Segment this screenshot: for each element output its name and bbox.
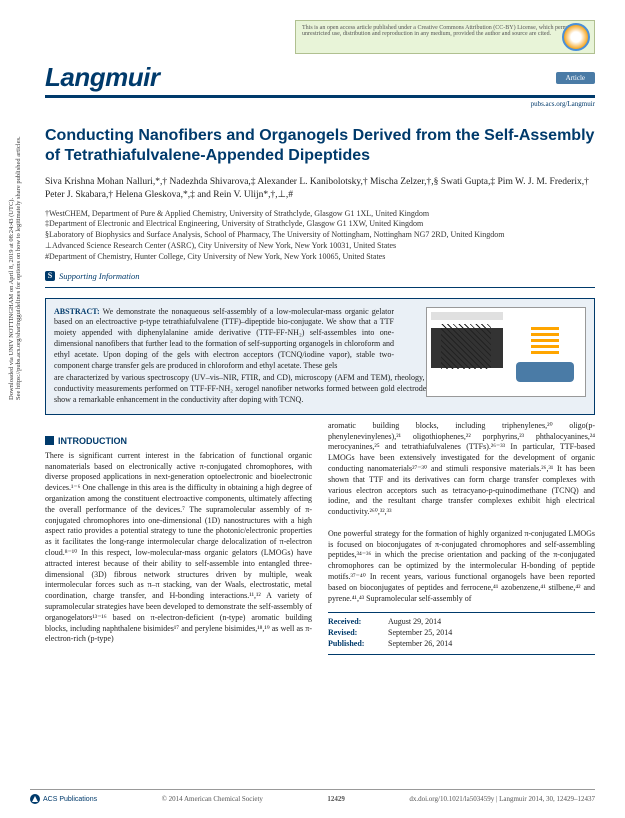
affiliation-item: #Department of Chemistry, Hunter College… [45,252,595,263]
section-marker-icon [45,436,54,445]
abstract-text: We demonstrate the nonaqueous self-assem… [54,307,394,370]
publisher-logo: ACS Publications [30,794,97,804]
affiliation-item: ⊥Advanced Science Research Center (ASRC)… [45,241,595,252]
body-columns: INTRODUCTION There is significant curren… [45,421,595,655]
doi-citation: dx.doi.org/10.1021/la503459y | Langmuir … [409,795,595,803]
right-column: aromatic building blocks, including trip… [328,421,595,655]
section-heading-introduction: INTRODUCTION [45,435,312,447]
intro-paragraph-1: There is significant current interest in… [45,451,312,645]
article-title: Conducting Nanofibers and Organogels Der… [45,126,595,166]
divider [45,287,595,288]
graphical-abstract [426,307,586,397]
affiliation-item: ‡Department of Electronic and Electrical… [45,219,595,230]
left-column: INTRODUCTION There is significant curren… [45,421,312,655]
intro-paragraph-2: aromatic building blocks, including trip… [328,421,595,605]
article-type-badge: Article [556,72,595,84]
affiliation-item: †WestCHEM, Department of Pure & Applied … [45,209,595,220]
open-access-badge-icon [562,23,590,51]
page-footer: ACS Publications © 2014 American Chemica… [30,789,595,804]
author-list: Siva Krishna Mohan Nalluri,*,† Nadezhda … [45,176,595,203]
journal-url[interactable]: pubs.acs.org/Langmuir [45,100,595,108]
affiliation-item: §Laboratory of Biophysics and Surface An… [45,230,595,241]
affiliations: †WestCHEM, Department of Pure & Applied … [45,209,595,263]
abstract-box: ABSTRACT: We demonstrate the nonaqueous … [45,298,595,415]
figure-panel-left [431,312,503,392]
journal-header: Langmuir Article [45,62,595,98]
copyright-text: © 2014 American Chemical Society [162,795,263,803]
supporting-info-link[interactable]: S Supporting Information [45,271,595,281]
journal-logo: Langmuir [45,62,159,93]
figure-panel-right [509,312,581,392]
download-attribution: Downloaded via UNIV NOTTINGHAM on April … [8,100,22,400]
open-access-notice: This is an open access article published… [295,20,595,54]
publication-dates: Received:August 29, 2014 Revised:Septemb… [328,612,595,654]
page-number: 12429 [327,795,345,803]
supporting-info-icon: S [45,271,55,281]
abstract-label: ABSTRACT: [54,307,100,316]
acs-triangle-icon [30,794,40,804]
